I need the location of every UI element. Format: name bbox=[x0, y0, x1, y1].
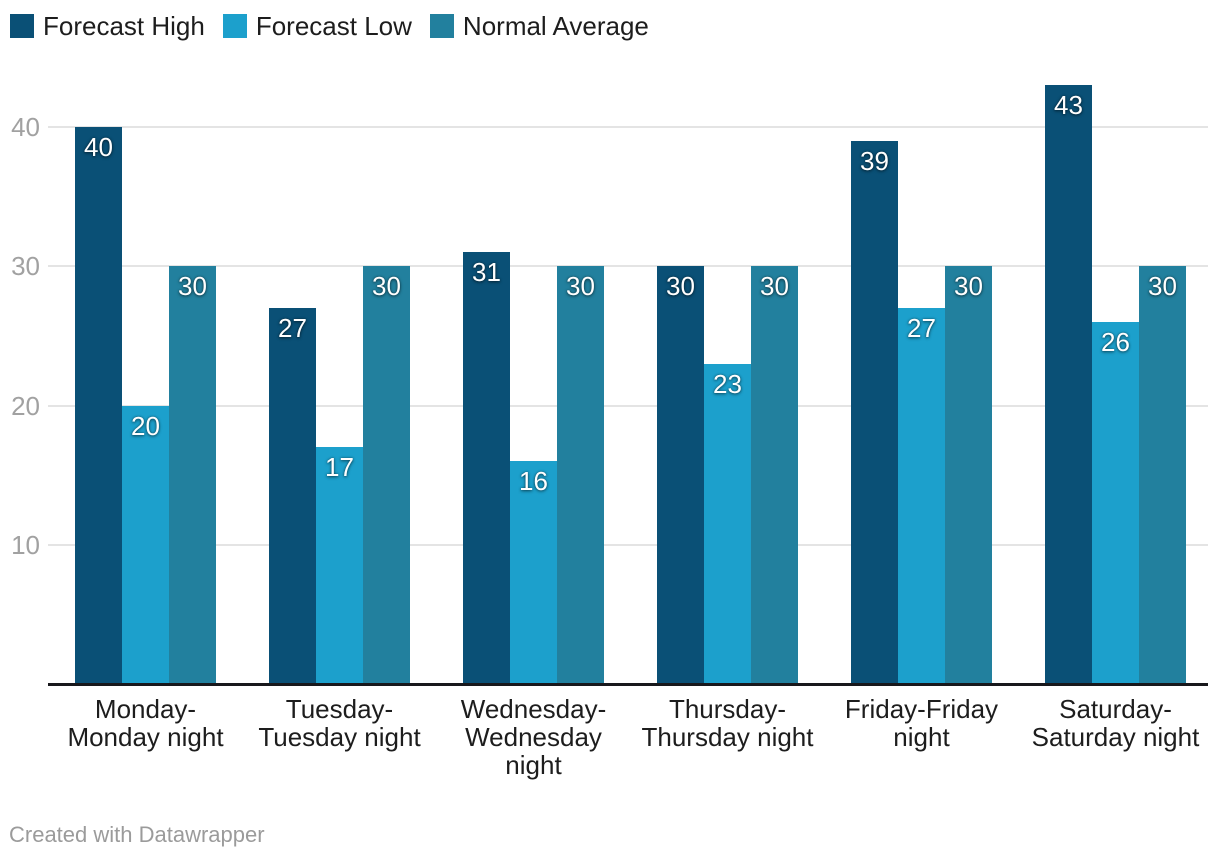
bar-value-label: 16 bbox=[519, 466, 548, 497]
bar-value-label: 40 bbox=[84, 132, 113, 162]
legend-label: Forecast High bbox=[43, 11, 205, 41]
x-axis-label-tuesday-tuesday-night: Tuesday- Tuesday night bbox=[258, 694, 421, 752]
bar-normal-average-saturday-saturday-night: 30 bbox=[1139, 266, 1186, 684]
bar-value-label: 26 bbox=[1101, 326, 1130, 357]
bar-value-label: 30 bbox=[1148, 271, 1177, 302]
legend-item-forecast-high: Forecast High bbox=[10, 13, 205, 39]
bar-value-label: 30 bbox=[954, 271, 983, 302]
gridline-y-20 bbox=[48, 404, 1208, 407]
bar-value-label: 30 bbox=[666, 271, 695, 302]
bar-forecast-low-wednesday-wednesday-night: 16 bbox=[510, 461, 557, 684]
y-axis-tick-20: 20 bbox=[11, 390, 40, 421]
bar-value-label: 30 bbox=[566, 271, 595, 302]
y-axis-tick-40: 40 bbox=[11, 112, 40, 142]
legend-swatch-forecast-high bbox=[10, 14, 34, 38]
legend-label: Normal Average bbox=[462, 11, 649, 41]
bar-value-label: 43 bbox=[1054, 90, 1083, 121]
gridline-y-10 bbox=[48, 543, 1208, 546]
legend-item-forecast-low: Forecast Low bbox=[222, 11, 412, 41]
bar-normal-average-wednesday-wednesday-night: 30 bbox=[557, 266, 604, 684]
bar-value-label: 30 bbox=[178, 271, 207, 302]
datawrapper-credit: Created with Datawrapper bbox=[9, 822, 265, 847]
bar-value-label: 39 bbox=[860, 145, 889, 176]
y-axis-tick-30: 30 bbox=[11, 251, 40, 282]
x-axis-label-friday-friday-night: Friday-Friday night bbox=[844, 694, 999, 752]
bar-normal-average-monday-monday-night: 30 bbox=[169, 266, 216, 684]
bar-value-label: 17 bbox=[325, 452, 354, 483]
x-axis-label-thursday-thursday-night: Thursday- Thursday night bbox=[641, 694, 814, 752]
legend-swatch-forecast-low bbox=[222, 14, 247, 38]
bar-value-label: 20 bbox=[131, 410, 160, 441]
legend-item-normal-average: Normal Average bbox=[429, 11, 649, 41]
bar-value-label: 23 bbox=[713, 368, 742, 399]
bar-value-label: 31 bbox=[472, 257, 501, 288]
legend-swatch-normal-average bbox=[429, 14, 454, 38]
bar-forecast-high-thursday-thursday-night: 30 bbox=[657, 266, 704, 684]
bar-forecast-low-thursday-thursday-night: 23 bbox=[704, 363, 751, 684]
bar-value-label: 27 bbox=[907, 313, 936, 344]
y-axis-tick-10: 10 bbox=[11, 529, 40, 560]
gridline-y-30 bbox=[48, 265, 1208, 268]
bar-normal-average-thursday-thursday-night: 30 bbox=[751, 266, 798, 684]
bar-value-label: 27 bbox=[278, 313, 307, 344]
x-axis-line bbox=[48, 683, 1208, 686]
x-axis-label-saturday-saturday-night: Saturday- Saturday night bbox=[1031, 694, 1200, 752]
bar-value-label: 30 bbox=[372, 271, 401, 302]
bar-forecast-low-friday-friday-night: 27 bbox=[898, 308, 945, 684]
legend: Forecast High Forecast Low Normal Average bbox=[10, 13, 649, 39]
bar-forecast-high-saturday-saturday-night: 43 bbox=[1045, 85, 1092, 684]
bar-normal-average-friday-friday-night: 30 bbox=[945, 266, 992, 684]
bar-forecast-high-wednesday-wednesday-night: 31 bbox=[463, 252, 510, 684]
x-axis-label-monday-monday-night: Monday- Monday night bbox=[67, 694, 224, 752]
bar-forecast-high-friday-friday-night: 39 bbox=[851, 140, 898, 684]
bar-forecast-high-monday-monday-night: 40 bbox=[75, 127, 122, 684]
bar-normal-average-tuesday-tuesday-night: 30 bbox=[363, 266, 410, 684]
legend-label: Forecast Low bbox=[255, 11, 412, 41]
bar-forecast-low-tuesday-tuesday-night: 17 bbox=[316, 447, 363, 684]
bar-forecast-low-saturday-saturday-night: 26 bbox=[1092, 321, 1139, 684]
x-axis-label-wednesday-wednesday-night: Wednesday- Wednesday night bbox=[460, 694, 607, 780]
gridline-y-40 bbox=[48, 126, 1208, 128]
bar-forecast-low-monday-monday-night: 20 bbox=[122, 405, 169, 684]
bar-value-label: 30 bbox=[760, 271, 789, 302]
bar-forecast-high-tuesday-tuesday-night: 27 bbox=[269, 308, 316, 684]
